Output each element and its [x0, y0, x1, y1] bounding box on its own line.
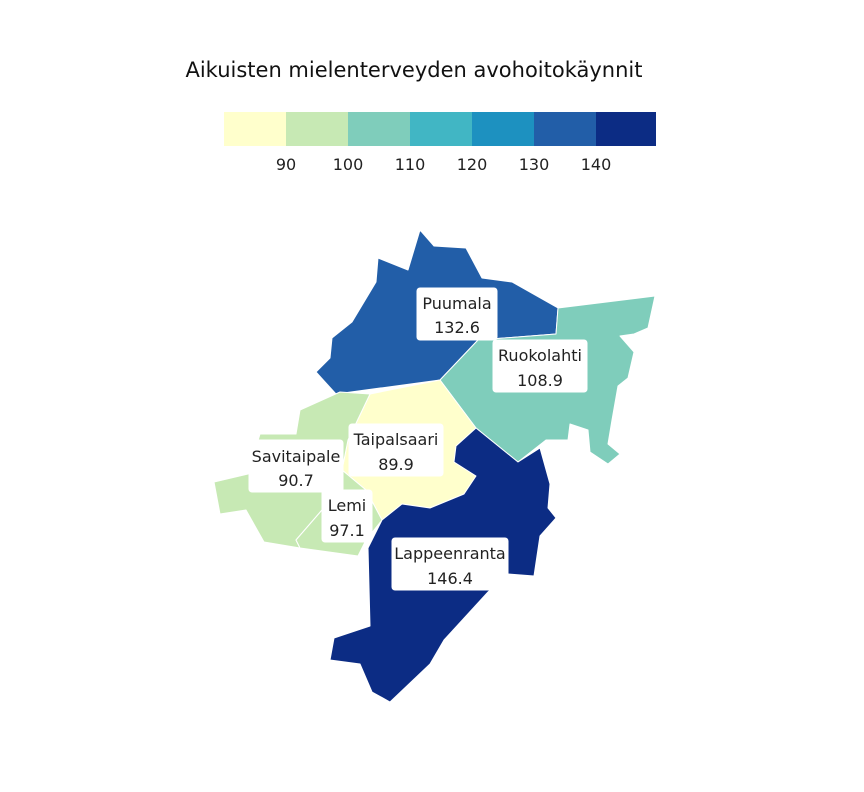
region-labels: Puumala 132.6 Ruokolahti 108.9 Taipalsaa…	[248, 287, 588, 591]
legend-swatch-5	[534, 112, 596, 146]
label-lemi: Lemi 97.1	[321, 489, 373, 543]
legend-swatch-4	[472, 112, 534, 146]
region-name: Lemi	[328, 496, 367, 515]
label-box	[348, 423, 444, 477]
region-value: 146.4	[427, 569, 473, 588]
region-value: 97.1	[329, 521, 365, 540]
color-legend: 90 100 110 120 130 140	[224, 112, 656, 174]
legend-tick: 130	[519, 155, 550, 174]
legend-swatch-6	[596, 112, 656, 146]
map-title: Aikuisten mielenterveyden avohoitokäynni…	[185, 58, 642, 82]
legend-tick: 120	[457, 155, 488, 174]
label-ruokolahti: Ruokolahti 108.9	[492, 339, 588, 393]
label-savitaipale: Savitaipale 90.7	[248, 439, 344, 493]
region-name: Savitaipale	[252, 447, 341, 466]
region-name: Puumala	[422, 294, 491, 313]
legend-tick: 140	[581, 155, 612, 174]
label-box	[321, 489, 373, 543]
region-value: 89.9	[378, 455, 414, 474]
region-name: Lappeenranta	[394, 544, 505, 563]
region-name: Ruokolahti	[498, 346, 582, 365]
legend-tick: 100	[333, 155, 364, 174]
legend-swatch-2	[348, 112, 410, 146]
label-box	[391, 537, 509, 591]
region-value: 90.7	[278, 471, 314, 490]
region-name: Taipalsaari	[353, 430, 439, 449]
legend-swatch-3	[410, 112, 472, 146]
label-lappeenranta: Lappeenranta 146.4	[391, 537, 509, 591]
label-box	[248, 439, 344, 493]
region-value: 132.6	[434, 318, 480, 337]
legend-tick: 110	[395, 155, 426, 174]
legend-tick: 90	[276, 155, 296, 174]
label-box	[492, 339, 588, 393]
legend-swatch-1	[286, 112, 348, 146]
label-taipalsaari: Taipalsaari 89.9	[348, 423, 444, 477]
legend-swatch-0	[224, 112, 286, 146]
label-box	[416, 287, 498, 341]
label-puumala: Puumala 132.6	[416, 287, 498, 341]
region-value: 108.9	[517, 371, 563, 390]
